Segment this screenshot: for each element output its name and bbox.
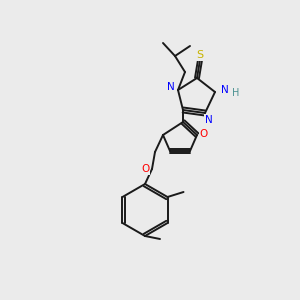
Text: H: H <box>232 88 239 98</box>
Text: S: S <box>196 50 204 60</box>
Text: N: N <box>167 82 175 92</box>
Text: N: N <box>205 115 213 125</box>
Text: O: O <box>141 164 149 174</box>
Text: O: O <box>200 129 208 139</box>
Text: N: N <box>221 85 229 95</box>
